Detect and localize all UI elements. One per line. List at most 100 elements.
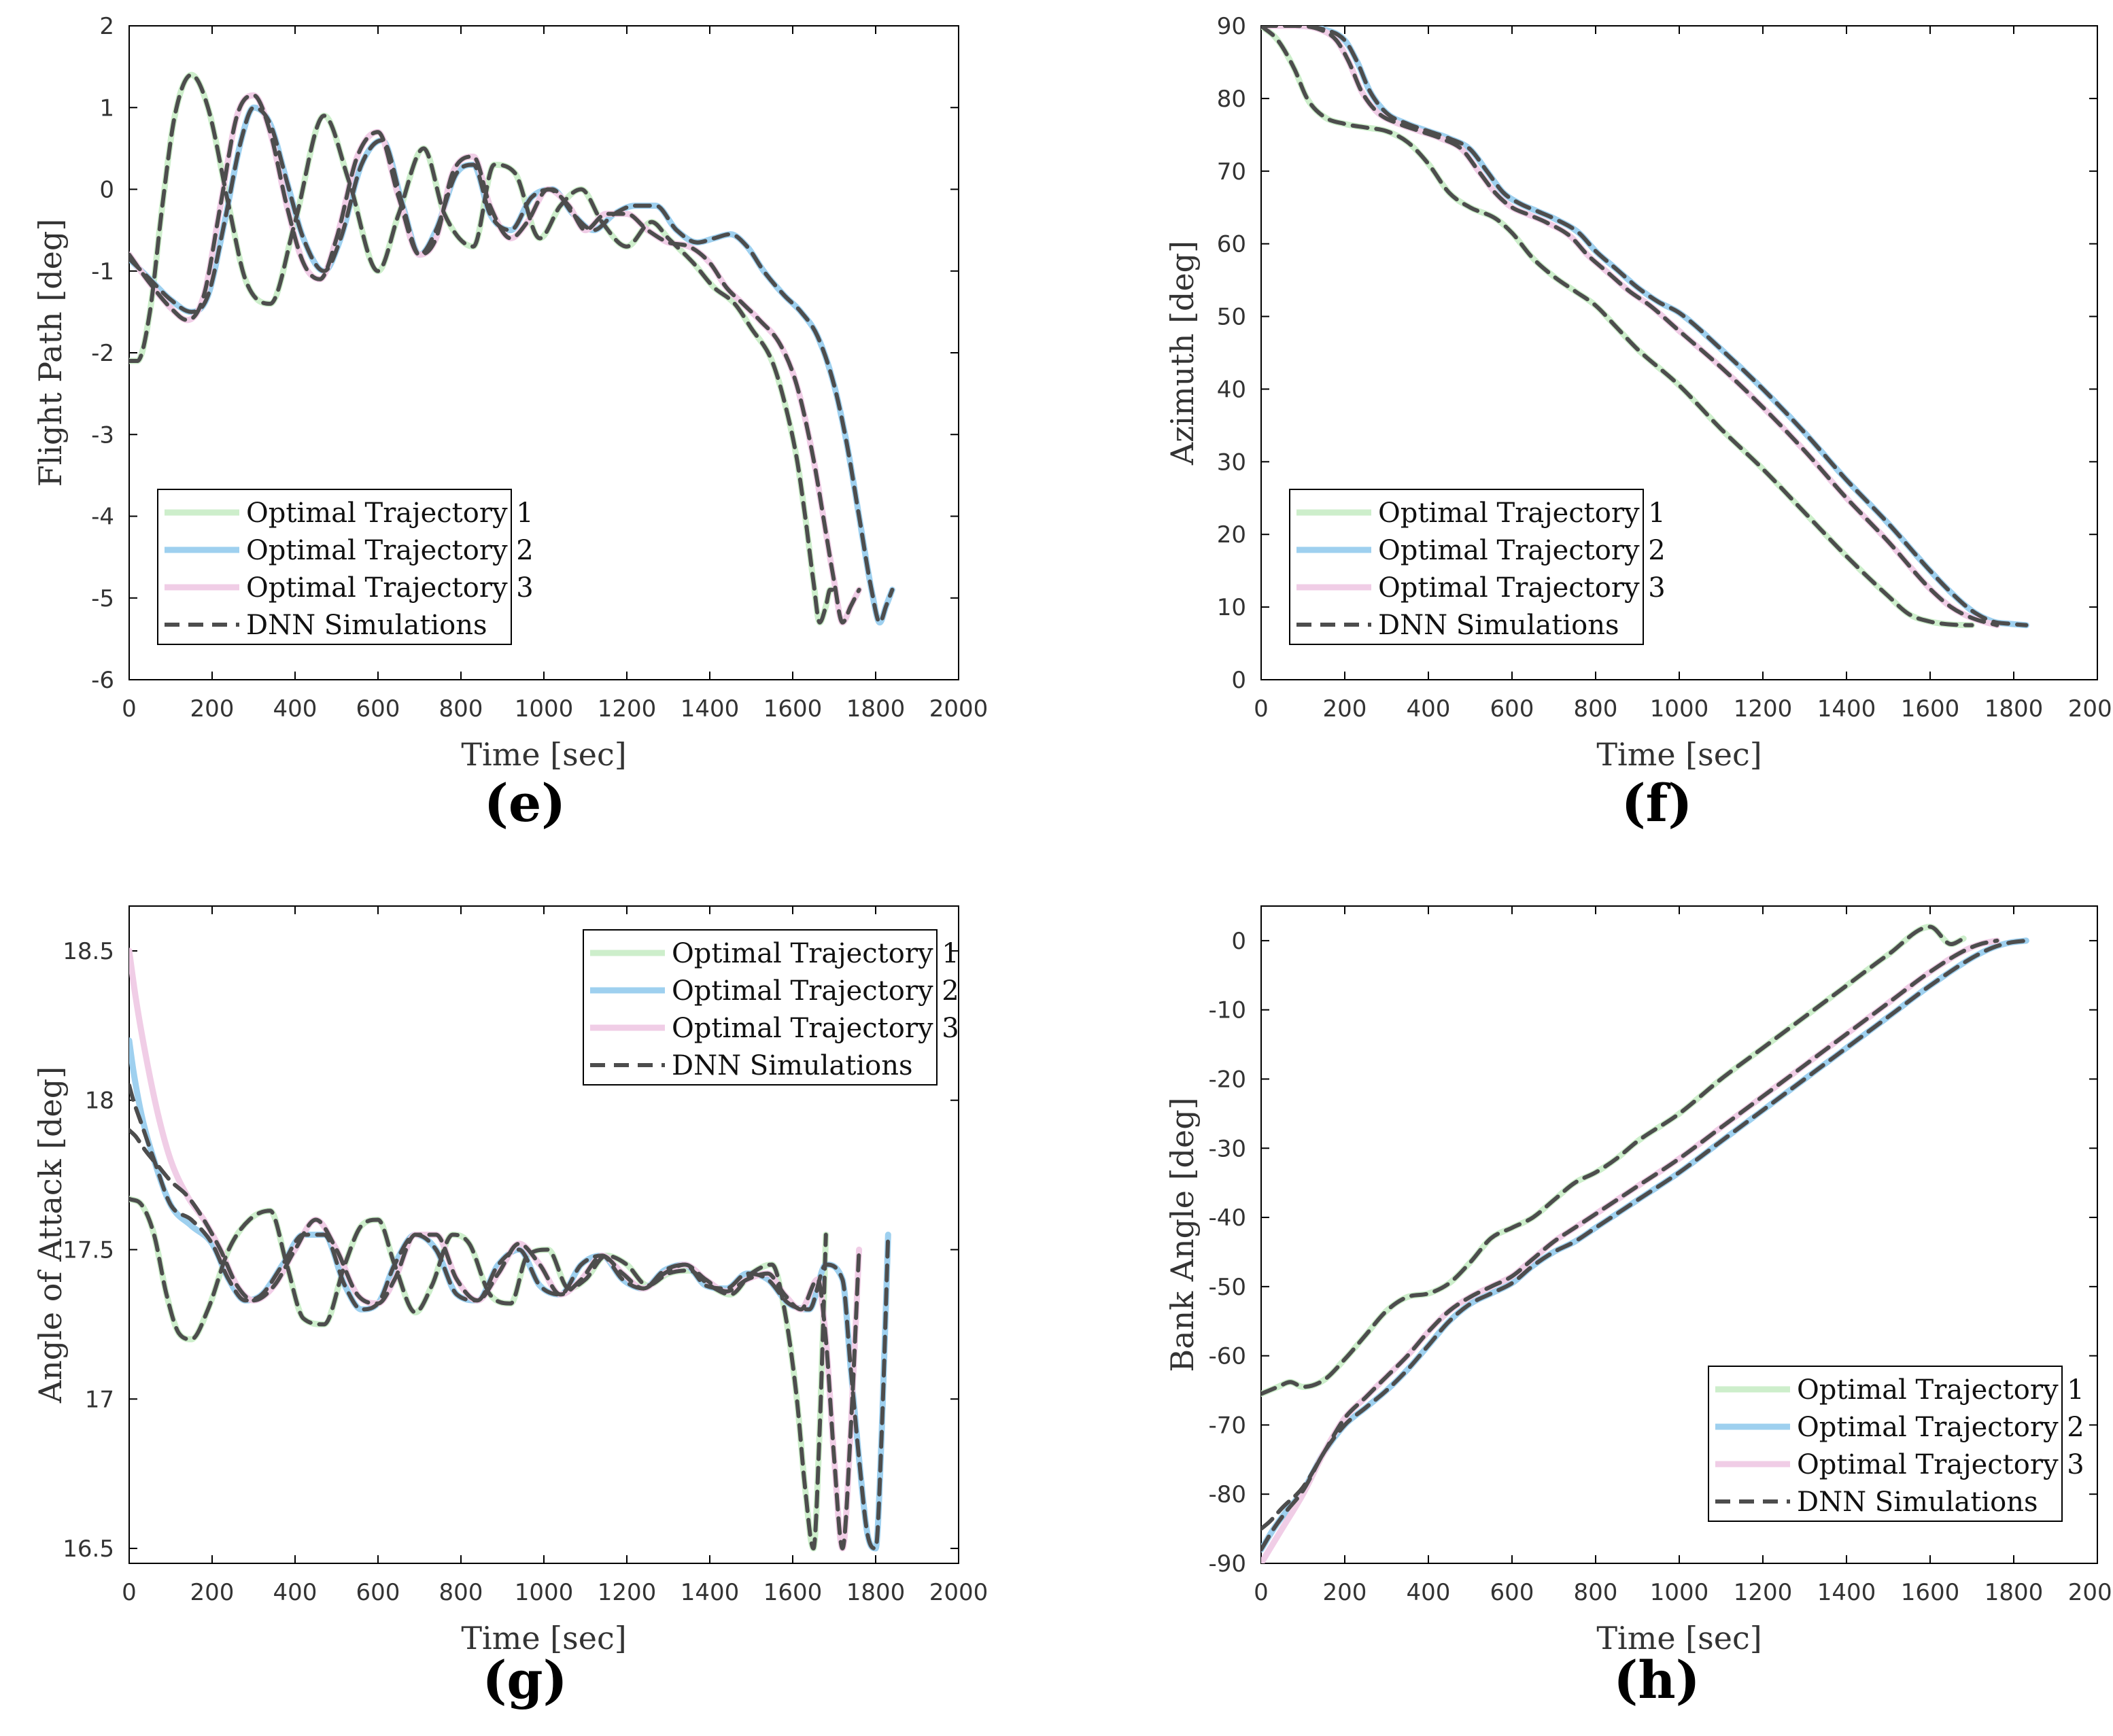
y-tick-label: 40 bbox=[1217, 376, 1246, 403]
y-tick-label: 2 bbox=[99, 13, 114, 40]
x-tick-label: 0 bbox=[122, 695, 137, 723]
legend: Optimal Trajectory 1 Optimal Trajectory 2… bbox=[157, 489, 534, 645]
x-tick-label: 1000 bbox=[515, 695, 574, 723]
series-line-optimal-trajectory-1 bbox=[129, 1196, 829, 1552]
x-axis-title: Time [sec] bbox=[1596, 736, 1762, 773]
series-line-dnn-simulations bbox=[129, 105, 895, 625]
x-tick-label: 800 bbox=[1574, 695, 1618, 723]
y-tick-label: 70 bbox=[1217, 158, 1246, 186]
legend-label: Optimal Trajectory 2 bbox=[672, 975, 959, 1007]
x-tick-label: 200 bbox=[190, 695, 235, 723]
y-tick-label: -30 bbox=[1208, 1135, 1246, 1162]
x-tick-label: 1200 bbox=[598, 1579, 657, 1606]
y-tick-label: -20 bbox=[1208, 1066, 1246, 1093]
legend-label: Optimal Trajectory 3 bbox=[1797, 1449, 2084, 1480]
x-tick-label: 1200 bbox=[1734, 695, 1793, 723]
x-tick-label: 1000 bbox=[515, 1579, 574, 1606]
y-tick-label: -1 bbox=[91, 258, 114, 285]
panel-label: (f) bbox=[1621, 773, 1693, 833]
series-line-dnn-simulations bbox=[1261, 924, 1966, 1396]
y-tick-label: 17.5 bbox=[63, 1236, 114, 1264]
x-tick-label: 1800 bbox=[1985, 1579, 2044, 1606]
legend-label: DNN Simulations bbox=[1378, 610, 1619, 641]
x-tick-label: 1600 bbox=[763, 695, 823, 723]
y-tick-label: 30 bbox=[1217, 449, 1246, 476]
panel-label: (h) bbox=[1613, 1650, 1700, 1710]
y-tick-label: 0 bbox=[1231, 667, 1246, 694]
y-tick-label: -10 bbox=[1208, 997, 1246, 1024]
x-tick-label: 600 bbox=[1490, 1579, 1534, 1606]
y-tick-label: -5 bbox=[91, 585, 114, 612]
x-tick-label: 200 bbox=[1323, 1579, 1367, 1606]
x-tick-label: 400 bbox=[273, 1579, 317, 1606]
x-tick-label: 1000 bbox=[1650, 695, 1709, 723]
legend-label: DNN Simulations bbox=[672, 1050, 913, 1081]
y-axis-title: Angle of Attack [deg] bbox=[32, 1066, 69, 1404]
legend: Optimal Trajectory 1 Optimal Trajectory 2… bbox=[1289, 489, 1666, 645]
y-tick-label: -80 bbox=[1208, 1481, 1246, 1508]
y-tick-label: 1 bbox=[99, 94, 114, 122]
series-line-dnn-simulations bbox=[1261, 26, 1974, 627]
y-tick-label: -70 bbox=[1208, 1412, 1246, 1439]
x-tick-label: 2000 bbox=[2068, 1579, 2113, 1606]
y-tick-label: 10 bbox=[1217, 594, 1246, 621]
x-tick-label: 2000 bbox=[929, 1579, 989, 1606]
y-tick-label: 18.5 bbox=[63, 938, 114, 965]
x-axis-title: Time [sec] bbox=[461, 1620, 626, 1656]
x-tick-label: 1400 bbox=[681, 695, 740, 723]
chart-panel-h: 0 200 400 600 800 1000 1200 1400 1600 1800 2000 0 -1… bbox=[1164, 905, 2113, 1710]
legend-label: Optimal Trajectory 3 bbox=[246, 572, 534, 604]
series-line-dnn-simulations bbox=[129, 1083, 891, 1550]
series-line-dnn-simulations bbox=[1261, 938, 2029, 1552]
x-tick-label: 0 bbox=[1254, 1579, 1269, 1606]
legend-label: Optimal Trajectory 1 bbox=[1378, 498, 1666, 529]
legend-label: DNN Simulations bbox=[1797, 1487, 2038, 1518]
x-tick-label: 1400 bbox=[681, 1579, 740, 1606]
y-tick-label: 17 bbox=[85, 1386, 114, 1413]
x-tick-label: 800 bbox=[439, 1579, 483, 1606]
series-line-dnn-simulations bbox=[1261, 938, 1999, 1531]
x-tick-label: 400 bbox=[273, 695, 317, 723]
y-tick-label: 0 bbox=[99, 177, 114, 204]
x-tick-label: 1400 bbox=[1817, 1579, 1876, 1606]
y-tick-label: 50 bbox=[1217, 304, 1246, 331]
x-tick-label: 1800 bbox=[846, 1579, 906, 1606]
chart-panel-e: 0 200 400 600 800 1000 1200 1400 1600 1800 2000 2 1 0… bbox=[32, 13, 988, 833]
series-group bbox=[1261, 924, 2029, 1563]
x-tick-label: 1000 bbox=[1650, 1579, 1709, 1606]
x-axis-title: Time [sec] bbox=[1596, 1620, 1762, 1656]
legend-label: Optimal Trajectory 3 bbox=[1378, 572, 1666, 604]
x-tick-label: 1200 bbox=[598, 695, 657, 723]
legend-label: Optimal Trajectory 1 bbox=[672, 938, 959, 969]
series-line-dnn-simulations bbox=[129, 93, 861, 625]
x-tick-label: 1400 bbox=[1817, 695, 1876, 723]
y-axis-title: Flight Path [deg] bbox=[32, 219, 69, 487]
y-tick-label: -60 bbox=[1208, 1343, 1246, 1370]
y-tick-label: 16.5 bbox=[63, 1535, 114, 1563]
series-group bbox=[129, 71, 895, 626]
legend: Optimal Trajectory 1 Optimal Trajectory 2… bbox=[583, 929, 959, 1086]
series-group bbox=[129, 948, 891, 1552]
legend: Optimal Trajectory 1 Optimal Trajectory 2… bbox=[1708, 1366, 2084, 1522]
y-tick-label: 0 bbox=[1231, 928, 1246, 955]
chart-panel-f: 0200400600800100012001400160018002000908… bbox=[1164, 13, 2113, 833]
y-tick-label: -6 bbox=[91, 667, 114, 694]
legend-label: Optimal Trajectory 2 bbox=[246, 535, 534, 566]
x-tick-label: 800 bbox=[1574, 1579, 1618, 1606]
x-tick-label: 400 bbox=[1407, 695, 1451, 723]
y-tick-label: 20 bbox=[1217, 521, 1246, 549]
y-axis-title: Azimuth [deg] bbox=[1164, 241, 1201, 466]
x-axis-title: Time [sec] bbox=[461, 736, 626, 773]
x-tick-label: 2000 bbox=[929, 695, 989, 723]
y-tick-label: -40 bbox=[1208, 1204, 1246, 1232]
y-tick-label: 90 bbox=[1217, 13, 1246, 40]
series-line-dnn-simulations bbox=[129, 1128, 861, 1550]
series-line-dnn-simulations bbox=[1261, 26, 2029, 627]
legend-label: Optimal Trajectory 2 bbox=[1797, 1412, 2084, 1443]
legend-label: Optimal Trajectory 1 bbox=[1797, 1374, 2084, 1406]
legend-label: DNN Simulations bbox=[246, 610, 487, 641]
x-tick-label: 1600 bbox=[763, 1579, 823, 1606]
legend-label: Optimal Trajectory 3 bbox=[672, 1013, 959, 1044]
y-tick-label: -90 bbox=[1208, 1550, 1246, 1578]
